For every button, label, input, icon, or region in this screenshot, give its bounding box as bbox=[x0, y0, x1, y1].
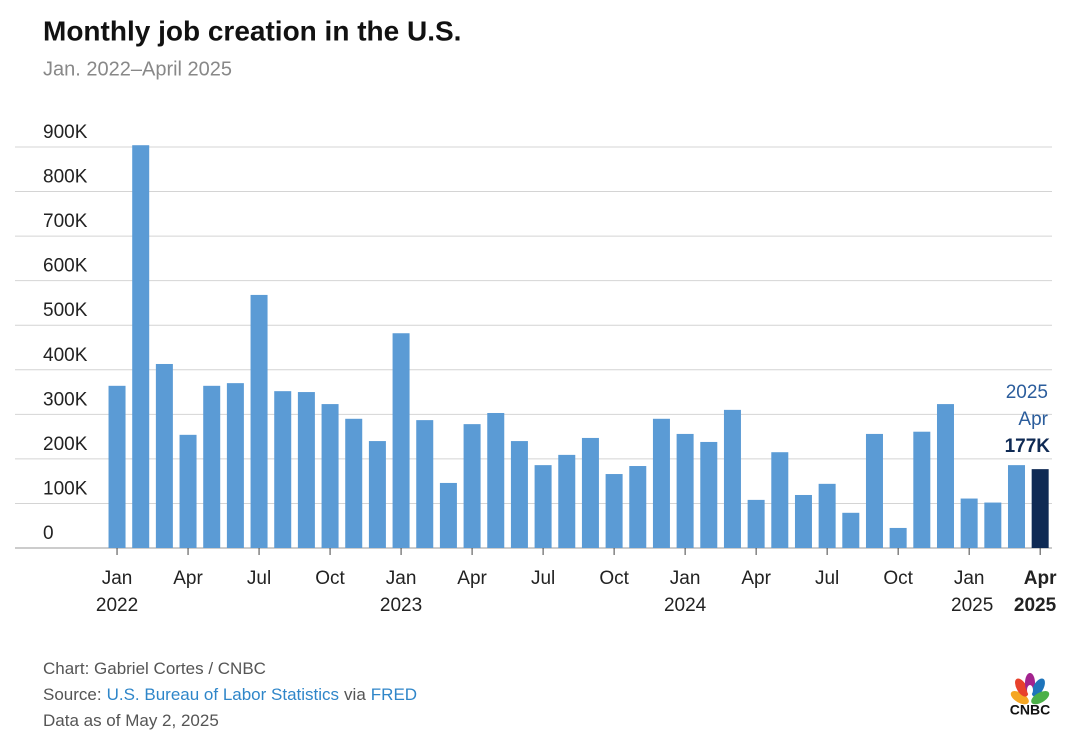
bar bbox=[723, 409, 741, 548]
bar bbox=[179, 434, 197, 548]
bar bbox=[794, 494, 812, 548]
bar bbox=[416, 420, 434, 548]
bar bbox=[865, 433, 883, 548]
x-year-label: 2023 bbox=[380, 595, 422, 616]
bar bbox=[463, 424, 481, 548]
bar bbox=[439, 482, 457, 548]
bar bbox=[1007, 465, 1025, 548]
bar bbox=[155, 363, 173, 548]
y-tick-label: 0 bbox=[43, 523, 54, 544]
y-tick-label: 400K bbox=[43, 345, 88, 366]
y-tick-label: 300K bbox=[43, 389, 88, 410]
y-tick-label: 700K bbox=[43, 211, 88, 232]
bar bbox=[487, 412, 505, 548]
bar bbox=[250, 294, 268, 548]
x-year-label: 2022 bbox=[96, 595, 138, 616]
bar bbox=[842, 512, 860, 548]
bar bbox=[676, 433, 694, 548]
bar bbox=[132, 145, 150, 548]
footer: Chart: Gabriel Cortes / CNBC Source: U.S.… bbox=[43, 656, 417, 734]
bar bbox=[108, 385, 126, 548]
x-year-label: 2025 bbox=[951, 595, 993, 616]
bar bbox=[226, 383, 244, 548]
bar bbox=[510, 441, 528, 548]
x-tick-label: Apr bbox=[1024, 568, 1057, 589]
source-middle: via bbox=[344, 685, 366, 704]
logo-peacock bbox=[1010, 673, 1050, 705]
y-tick-label: 100K bbox=[43, 478, 88, 499]
date-note: Data as of May 2, 2025 bbox=[43, 711, 219, 730]
x-tick-label: Apr bbox=[173, 568, 203, 589]
x-tick-label: Apr bbox=[741, 568, 771, 589]
x-tick-label: Oct bbox=[599, 568, 629, 589]
credit: Chart: Gabriel Cortes / CNBC bbox=[43, 659, 266, 678]
source-link[interactable]: FRED bbox=[370, 685, 418, 704]
source: Source: U.S. Bureau of Labor Statistics vi… bbox=[43, 682, 417, 708]
x-tick-label: Jul bbox=[815, 568, 839, 589]
x-tick-label: Oct bbox=[315, 568, 345, 589]
x-tick-label: Jul bbox=[247, 568, 271, 589]
chart-title: Monthly job creation in the U.S. bbox=[43, 15, 461, 46]
x-tick-label: Oct bbox=[883, 568, 913, 589]
chart: Monthly job creation in the U.S. Jan. 20… bbox=[15, 15, 1057, 616]
x-tick-label: Jul bbox=[531, 568, 555, 589]
x-tick-label: Apr bbox=[457, 568, 487, 589]
x-year-label: 2024 bbox=[664, 595, 707, 616]
bar bbox=[534, 465, 552, 548]
bar bbox=[747, 499, 765, 548]
x-tick-label: Jan bbox=[670, 568, 701, 589]
source-prefix: Source: bbox=[43, 685, 102, 704]
bar bbox=[936, 404, 954, 548]
bar bbox=[392, 333, 410, 548]
logo: CNBC bbox=[1010, 673, 1050, 718]
y-tick-label: 800K bbox=[43, 167, 88, 188]
bar bbox=[889, 527, 907, 548]
annotation: Apr bbox=[1018, 409, 1048, 430]
bar bbox=[700, 441, 718, 548]
bar bbox=[321, 404, 339, 548]
y-tick-label: 500K bbox=[43, 300, 88, 321]
bar bbox=[629, 466, 647, 548]
bar bbox=[368, 441, 386, 548]
x-tick-label: Jan bbox=[102, 568, 133, 589]
bar bbox=[984, 502, 1002, 548]
bar bbox=[652, 418, 670, 548]
bar bbox=[558, 454, 576, 548]
bar bbox=[960, 498, 978, 548]
bar bbox=[913, 431, 931, 548]
bar bbox=[1031, 469, 1049, 548]
bar bbox=[297, 392, 315, 548]
bar bbox=[274, 391, 292, 548]
x-tick-label: Jan bbox=[386, 568, 417, 589]
logo-text: CNBC bbox=[1010, 702, 1050, 718]
bar bbox=[771, 452, 789, 548]
bar bbox=[605, 474, 623, 548]
y-tick-label: 900K bbox=[43, 122, 88, 143]
source-link[interactable]: U.S. Bureau of Labor Statistics bbox=[106, 685, 340, 704]
bar bbox=[581, 437, 599, 548]
bar bbox=[345, 418, 363, 548]
bar bbox=[818, 483, 836, 548]
bar bbox=[203, 385, 221, 548]
value-label: 177K bbox=[1005, 436, 1051, 457]
y-tick-label: 600K bbox=[43, 256, 88, 277]
y-tick-label: 200K bbox=[43, 434, 88, 455]
x-tick-label: Jan bbox=[954, 568, 985, 589]
x-year-label: 2025 bbox=[1014, 595, 1057, 616]
annotation: 2025 bbox=[1006, 382, 1048, 403]
chart-subtitle: Jan. 2022–April 2025 bbox=[43, 58, 232, 80]
